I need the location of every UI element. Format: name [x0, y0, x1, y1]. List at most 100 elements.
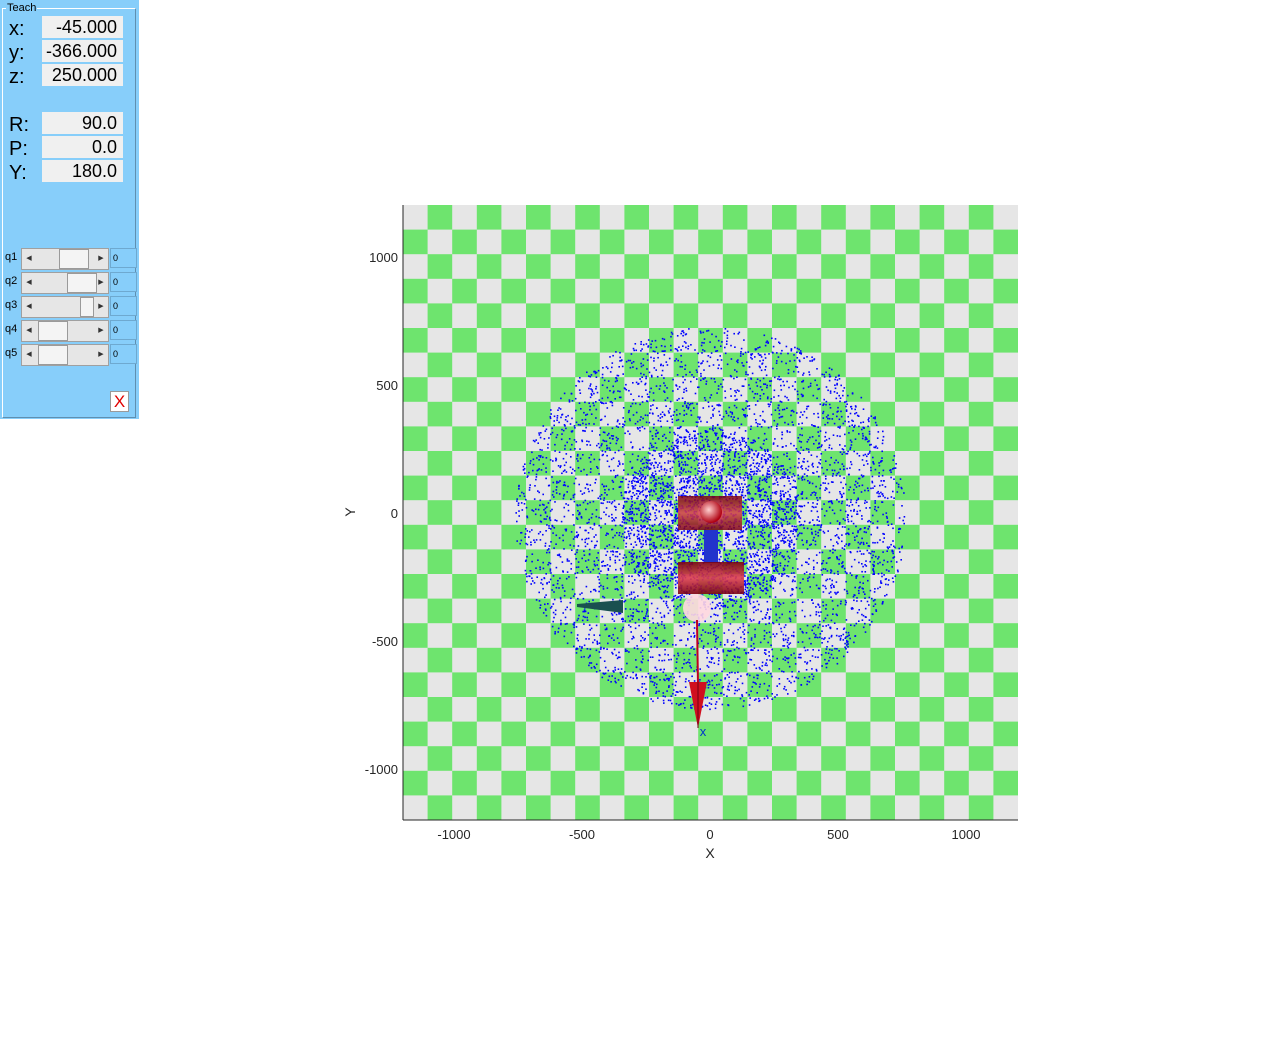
- workspace-point: [611, 520, 614, 522]
- workspace-point: [845, 483, 847, 486]
- workspace-point: [677, 605, 679, 608]
- slider-thumb[interactable]: [38, 321, 68, 341]
- workspace-point: [560, 416, 562, 419]
- workspace-point: [588, 638, 590, 640]
- workspace-point: [620, 630, 622, 632]
- floor-tile: [993, 795, 1018, 820]
- workspace-point: [712, 427, 714, 429]
- workspace-point: [771, 660, 773, 663]
- workspace-point: [663, 390, 665, 392]
- workspace-point: [557, 409, 559, 411]
- workspace-point: [614, 559, 616, 562]
- workspace-point: [761, 389, 763, 391]
- floor-tile: [919, 721, 945, 747]
- slider-left-arrow-icon[interactable]: ◀: [26, 303, 32, 310]
- joint-slider-q5[interactable]: ◀ ▶: [21, 344, 109, 366]
- workspace-point: [736, 370, 738, 373]
- slider-right-arrow-icon[interactable]: ▶: [98, 303, 104, 310]
- workspace-point: [786, 477, 789, 479]
- workspace-point: [789, 618, 792, 621]
- workspace-point: [739, 626, 741, 629]
- workspace-point: [836, 604, 839, 607]
- workspace-point: [845, 580, 847, 583]
- joint-value-q4[interactable]: 0: [110, 320, 137, 340]
- slider-right-arrow-icon[interactable]: ▶: [98, 327, 104, 334]
- workspace-point: [822, 410, 825, 413]
- workspace-point: [772, 442, 775, 444]
- workspace-point: [664, 350, 666, 352]
- slider-right-arrow-icon[interactable]: ▶: [98, 255, 104, 262]
- workspace-point: [769, 403, 771, 406]
- robot-plot[interactable]: x -1000 -500 0 500 1000 1000 500 0 -500 …: [340, 200, 1040, 870]
- workspace-point: [546, 506, 548, 508]
- joint-value-q5[interactable]: 0: [110, 344, 137, 364]
- slider-left-arrow-icon[interactable]: ◀: [26, 327, 32, 334]
- workspace-point: [596, 466, 598, 468]
- workspace-point: [633, 636, 635, 639]
- floor-tile: [649, 254, 675, 280]
- workspace-point: [573, 624, 575, 626]
- workspace-point: [602, 595, 604, 598]
- joint-slider-q1[interactable]: ◀ ▶: [21, 248, 109, 270]
- slider-left-arrow-icon[interactable]: ◀: [26, 255, 32, 262]
- workspace-point: [778, 341, 780, 344]
- slider-thumb[interactable]: [38, 345, 68, 365]
- floor-tile: [624, 254, 650, 280]
- workspace-point: [875, 445, 877, 448]
- workspace-point: [683, 621, 686, 623]
- joint-value-q3[interactable]: 0: [110, 296, 137, 316]
- joint-value-q1[interactable]: 0: [110, 248, 137, 268]
- workspace-point: [803, 478, 806, 481]
- slider-thumb[interactable]: [80, 297, 94, 317]
- joint-value-q2[interactable]: 0: [110, 272, 137, 292]
- workspace-point: [532, 463, 535, 466]
- workspace-point: [574, 477, 577, 480]
- slider-thumb[interactable]: [67, 273, 97, 293]
- workspace-point: [713, 622, 716, 625]
- workspace-point: [797, 551, 800, 553]
- joint-slider-q2[interactable]: ◀ ▶: [21, 272, 109, 294]
- workspace-point: [639, 448, 641, 451]
- slider-left-arrow-icon[interactable]: ◀: [26, 351, 32, 358]
- workspace-point: [797, 466, 799, 469]
- workspace-point: [539, 504, 541, 507]
- workspace-point: [847, 415, 849, 418]
- workspace-point: [784, 638, 787, 641]
- workspace-point: [836, 614, 838, 617]
- slider-right-arrow-icon[interactable]: ▶: [98, 279, 104, 286]
- workspace-point: [766, 340, 768, 342]
- workspace-point: [701, 705, 704, 708]
- workspace-point: [556, 434, 559, 436]
- floor-tile: [526, 303, 552, 329]
- workspace-point: [638, 395, 640, 398]
- floor-tile: [476, 475, 502, 501]
- workspace-point: [547, 502, 550, 504]
- workspace-point: [788, 665, 791, 668]
- workspace-point: [716, 674, 718, 676]
- workspace-point: [722, 452, 725, 455]
- floor-tile: [993, 426, 1018, 452]
- workspace-point: [876, 437, 879, 439]
- slider-thumb[interactable]: [59, 249, 89, 269]
- workspace-point: [862, 614, 865, 617]
- workspace-point: [813, 413, 815, 415]
- floor-tile: [772, 598, 798, 624]
- joint-slider-q4[interactable]: ◀ ▶: [21, 320, 109, 342]
- workspace-point: [536, 576, 538, 578]
- floor-tile: [895, 746, 921, 772]
- workspace-point: [806, 661, 809, 664]
- close-button[interactable]: X: [110, 391, 129, 412]
- workspace-point: [766, 589, 768, 591]
- joint-slider-q3[interactable]: ◀ ▶: [21, 296, 109, 318]
- workspace-point: [717, 367, 719, 370]
- workspace-point: [861, 619, 864, 621]
- workspace-point: [862, 426, 865, 429]
- workspace-point: [782, 638, 785, 640]
- workspace-point: [830, 501, 833, 504]
- workspace-point: [700, 344, 703, 347]
- slider-right-arrow-icon[interactable]: ▶: [98, 351, 104, 358]
- workspace-point: [628, 491, 630, 494]
- slider-left-arrow-icon[interactable]: ◀: [26, 279, 32, 286]
- workspace-point: [771, 698, 773, 700]
- workspace-point: [847, 514, 849, 516]
